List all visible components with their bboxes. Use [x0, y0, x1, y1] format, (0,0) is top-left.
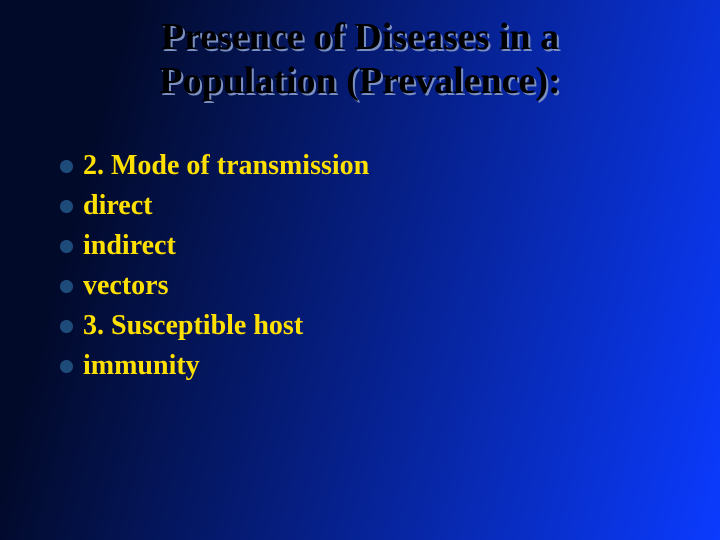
list-item: 3. Susceptible host [60, 310, 369, 342]
bullet-list: 2. Mode of transmission direct indirect … [60, 150, 369, 390]
bullet-text: vectors [83, 270, 169, 302]
list-item: vectors [60, 270, 369, 302]
list-item: indirect [60, 230, 369, 262]
bullet-text: 2. Mode of transmission [83, 150, 369, 182]
bullet-dot-icon [60, 160, 73, 173]
bullet-text: indirect [83, 230, 176, 262]
list-item: direct [60, 190, 369, 222]
bullet-dot-icon [60, 360, 73, 373]
bullet-text: immunity [83, 350, 200, 382]
list-item: 2. Mode of transmission [60, 150, 369, 182]
bullet-text: direct [83, 190, 152, 222]
bullet-dot-icon [60, 200, 73, 213]
slide-title: Presence of Diseases in a Population (Pr… [0, 16, 720, 103]
bullet-dot-icon [60, 280, 73, 293]
bullet-dot-icon [60, 320, 73, 333]
bullet-text: 3. Susceptible host [83, 310, 303, 342]
bullet-dot-icon [60, 240, 73, 253]
list-item: immunity [60, 350, 369, 382]
slide: Presence of Diseases in a Population (Pr… [0, 0, 720, 540]
